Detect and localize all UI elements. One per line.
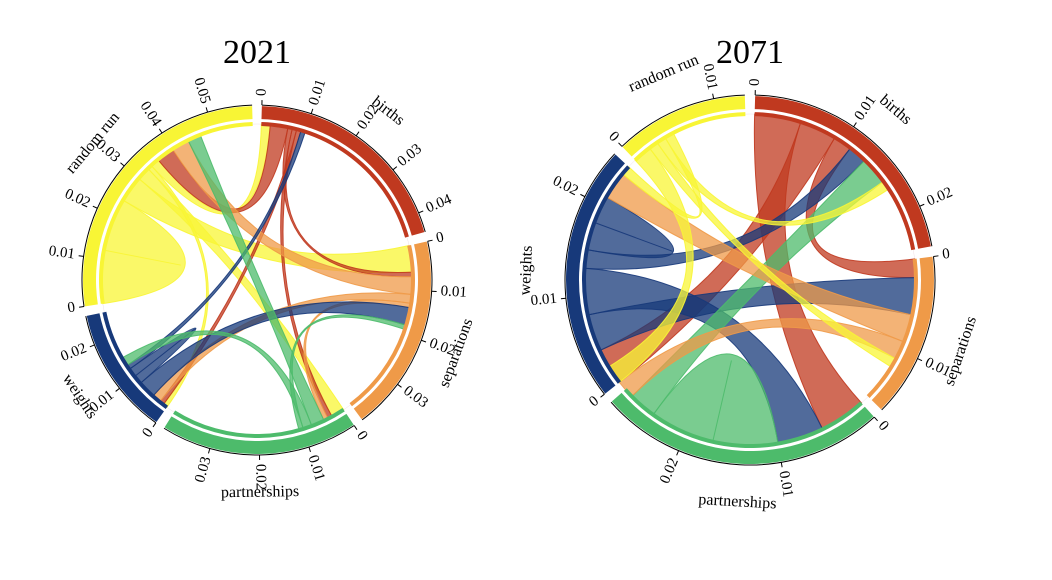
tick-mark: [418, 210, 424, 214]
group-arc-weights: [86, 313, 164, 423]
group-inner-band-weights: [582, 165, 631, 384]
group-label-weights: weights: [517, 245, 536, 295]
group-arc-births: [261, 106, 425, 236]
tick-mark: [353, 425, 358, 430]
tick-label: 0.01: [48, 243, 76, 262]
tick-mark: [853, 122, 857, 128]
group-inner-band-separations: [349, 245, 415, 407]
group-inner-band-births: [261, 122, 409, 238]
tick-mark: [92, 205, 98, 209]
tick-label: 0.01: [440, 283, 467, 301]
tick-mark: [618, 142, 623, 147]
tick-mark: [310, 108, 314, 114]
tick-label: 0.01: [852, 93, 880, 124]
group-inner-band-partnerships: [173, 408, 345, 438]
tick-label: 0: [747, 78, 763, 86]
tick-mark: [676, 450, 680, 456]
group-label-random-run: random run: [626, 51, 701, 95]
group-axis-weights: [564, 153, 616, 395]
tick-mark: [208, 448, 211, 454]
group-inner-band-partnerships: [623, 388, 863, 448]
group-label-separations: separations: [941, 314, 980, 388]
group-arc-separations: [353, 241, 432, 420]
tick-label: 0.02: [550, 173, 581, 199]
tick-mark: [79, 306, 85, 308]
chord-random-run-to-weights: [147, 164, 209, 409]
tick-label: 0.02: [925, 184, 955, 209]
group-axis-separations: [361, 241, 433, 421]
group-inner-band-separations: [866, 258, 919, 398]
tick-mark: [919, 203, 925, 207]
tick-label: 0.01: [305, 453, 328, 483]
tick-mark: [397, 383, 402, 388]
tick-mark: [89, 344, 95, 348]
tick-label: 0: [941, 246, 950, 263]
tick-label: 0: [605, 129, 622, 145]
tick-label: 0.03: [192, 455, 214, 485]
tick-mark: [115, 387, 120, 392]
group-axis-births: [261, 104, 426, 232]
tick-label: 0.01: [530, 291, 558, 310]
tick-label: 0: [254, 88, 270, 96]
chart-title: 2071: [716, 34, 784, 71]
tick-label: 0.01: [699, 62, 720, 91]
tick-label: 0: [435, 229, 446, 246]
group-label-partnerships: partnerships: [698, 491, 777, 512]
tick-mark: [120, 162, 125, 167]
tick-mark: [421, 339, 427, 343]
tick-label: 0.01: [306, 77, 329, 107]
tick-mark: [205, 107, 209, 113]
group-axis-random-run: [621, 94, 745, 147]
chart-title: 2021: [223, 34, 291, 71]
tick-mark: [712, 93, 715, 99]
tick-mark: [873, 416, 878, 422]
tick-mark: [580, 193, 586, 198]
tick-mark: [355, 131, 360, 137]
tick-label: 0.02: [252, 464, 268, 490]
group-arc-separations: [871, 256, 934, 410]
tick-mark: [78, 255, 84, 257]
group-arc-random-run: [622, 96, 746, 157]
group-axis-partnerships: [610, 401, 875, 466]
tick-label: 0.02: [657, 456, 682, 486]
group-label-partnerships: partnerships: [221, 483, 299, 501]
tick-mark: [152, 422, 157, 428]
group-label-births: births: [876, 92, 915, 129]
tick-mark: [392, 166, 398, 171]
tick-mark: [158, 128, 163, 134]
tick-mark: [600, 393, 605, 398]
group-axis-births: [755, 94, 933, 247]
tick-mark: [933, 255, 939, 257]
group-inner-band-births: [754, 112, 916, 251]
group-arc-partnerships: [611, 392, 874, 465]
group-arc-partnerships: [164, 413, 354, 454]
chord-layer: [100, 123, 414, 431]
tick-label: 0.01: [775, 470, 795, 499]
group-axis-random-run: [81, 104, 253, 307]
tick-label: 0: [586, 393, 602, 410]
tick-mark: [427, 239, 433, 242]
group-arc-births: [754, 96, 931, 249]
tick-label: 0: [66, 299, 76, 316]
tick-mark: [308, 446, 311, 453]
group-axis-weights: [85, 316, 157, 424]
tick-mark: [780, 462, 783, 468]
group-axis-partnerships: [163, 425, 355, 456]
tick-label: 0.05: [190, 76, 213, 106]
group-axis-separations: [881, 256, 936, 411]
tick-mark: [917, 358, 923, 362]
group-arc-weights: [565, 154, 625, 394]
